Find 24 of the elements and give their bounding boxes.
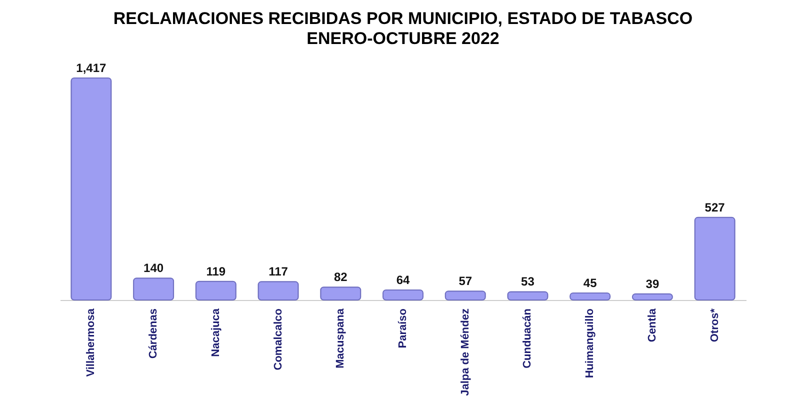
x-tick-label: Centla (646, 308, 658, 342)
x-tick-label: Macuspana (334, 308, 347, 368)
chart-title: RECLAMACIONES RECIBIDAS POR MUNICIPIO, ESTADO DE TABASCO (113, 9, 693, 28)
x-tick-label: Jalpa de Méndez (459, 308, 472, 396)
x-tick-label: Comalcalco (272, 308, 284, 370)
x-tick-label: Paraíso (397, 308, 409, 348)
data-label: 57 (458, 274, 472, 288)
data-label: 1,417 (76, 61, 107, 75)
x-tick-label: Cárdenas (148, 308, 160, 359)
data-label: 45 (583, 276, 598, 290)
x-tick-label: Nacajuca (210, 308, 222, 357)
data-label: 140 (144, 261, 164, 276)
x-tick-label: Otros* (708, 308, 721, 342)
data-label: 53 (521, 274, 535, 289)
data-label: 82 (334, 270, 348, 284)
data-label: 117 (268, 264, 288, 279)
chart-subtitle: ENERO-OCTUBRE 2022 (306, 29, 500, 48)
x-tick-label: Villahermosa (85, 308, 98, 377)
data-label: 527 (704, 200, 726, 214)
x-tick-label: Huimanguillo (584, 308, 596, 378)
data-label: 39 (646, 276, 660, 291)
data-label: 119 (206, 264, 226, 278)
x-tick-label: Cunduacán (522, 308, 534, 368)
data-label: 64 (396, 272, 410, 287)
